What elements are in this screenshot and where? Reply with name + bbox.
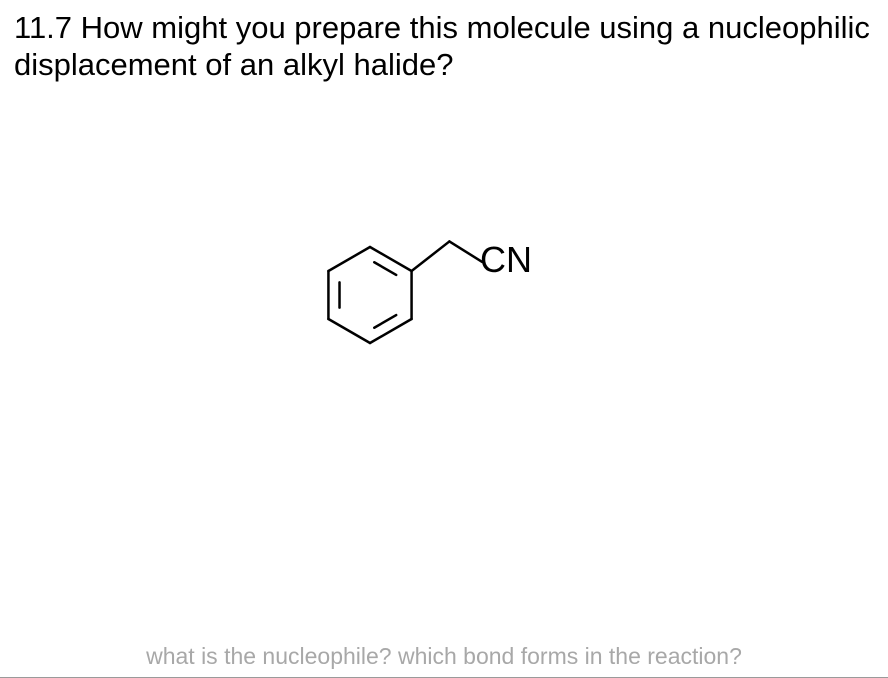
molecule-svg: [300, 210, 600, 410]
molecule-benzyl-cyanide: CN: [300, 210, 600, 410]
page: 11.7 How might you prepare this molecule…: [0, 0, 888, 678]
question-body: How might you prepare this molecule usin…: [14, 10, 870, 82]
question-text: 11.7 How might you prepare this molecule…: [14, 10, 874, 83]
question-number: 11.7: [14, 10, 72, 45]
hint-text: what is the nucleophile? which bond form…: [0, 643, 888, 670]
cn-label: CN: [480, 239, 532, 281]
